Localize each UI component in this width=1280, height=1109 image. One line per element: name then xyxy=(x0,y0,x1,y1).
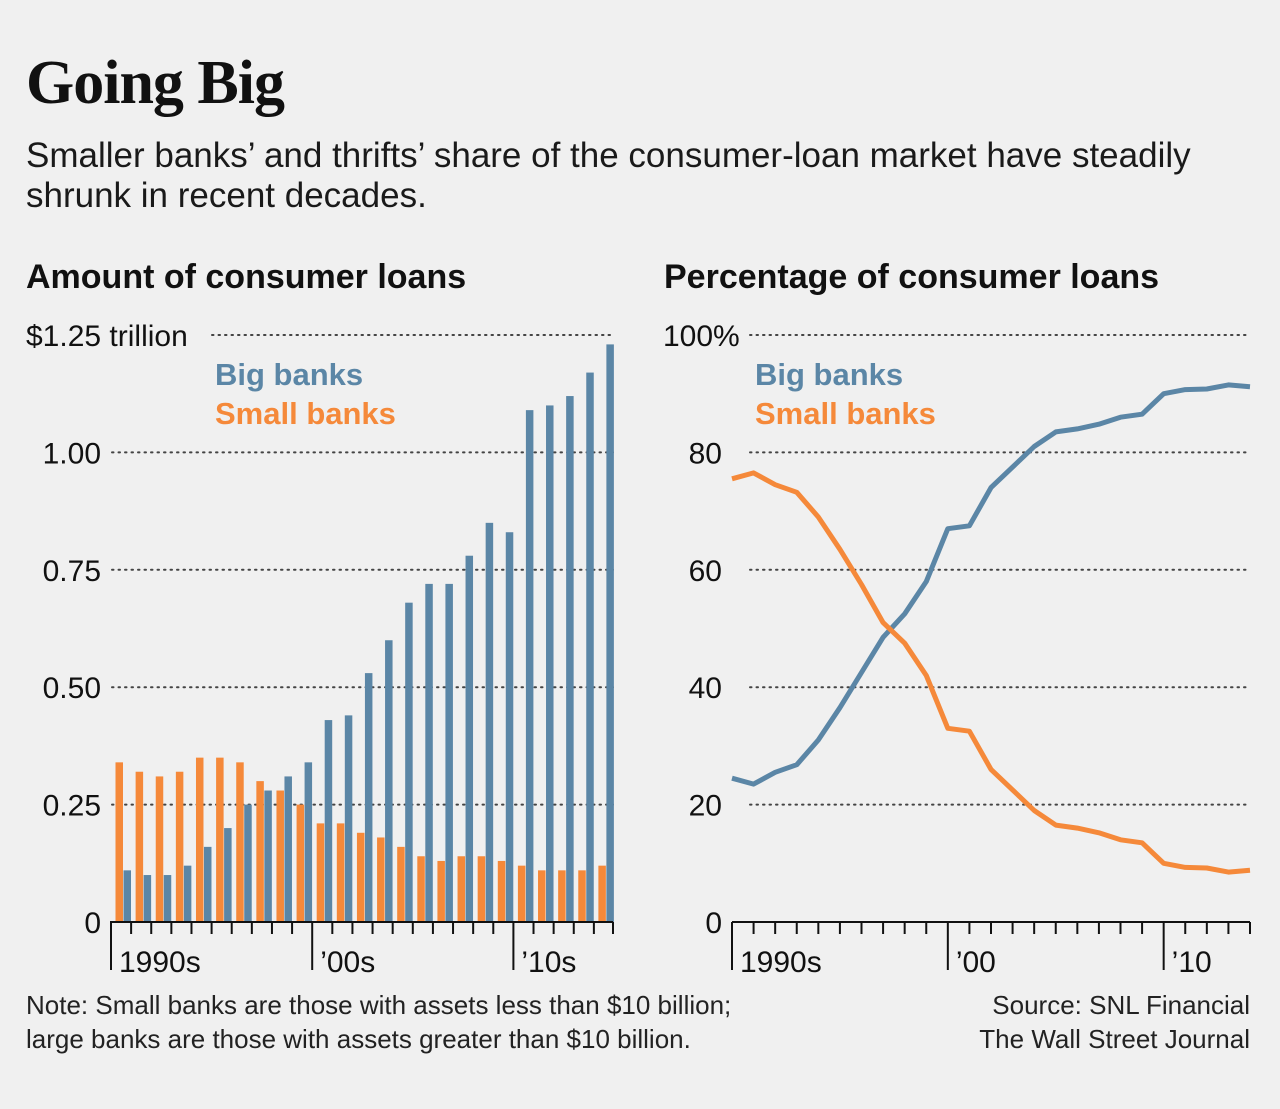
bar-small-banks xyxy=(135,771,144,922)
source-credit: Source: SNL Financial The Wall Street Jo… xyxy=(979,988,1250,1057)
bar-big-banks xyxy=(485,522,494,922)
bar-small-banks xyxy=(276,790,284,922)
bar-small-banks xyxy=(578,870,586,922)
bar-big-banks xyxy=(183,865,192,922)
bar-big-banks xyxy=(143,875,152,922)
bar-big-banks xyxy=(525,410,534,922)
left-panel-title: Amount of consumer loans xyxy=(26,258,466,296)
bar-small-banks xyxy=(175,771,184,922)
bar-big-banks xyxy=(264,790,272,922)
right-y-tick-label: 0 xyxy=(705,907,722,940)
bar-small-banks xyxy=(316,823,325,922)
bar-big-banks xyxy=(224,828,232,922)
bar-small-banks xyxy=(296,804,305,922)
right-y-tick-label: 20 xyxy=(689,790,722,823)
left-y-tick-label: 0 xyxy=(84,907,101,940)
bar-small-banks xyxy=(256,781,264,922)
left-y-tick-label: 0.50 xyxy=(43,672,101,705)
right-x-tick-label: 1990s xyxy=(740,946,822,979)
left-y-tick-label: 0.75 xyxy=(43,555,101,588)
left-y-tick-label: $1.25 trillion xyxy=(26,320,188,353)
bar-big-banks xyxy=(284,776,292,922)
left-x-tick-label: 1990s xyxy=(119,946,201,979)
bar-small-banks xyxy=(336,823,345,922)
left-y-tick-label: 0.25 xyxy=(43,790,101,823)
right-panel-title: Percentage of consumer loans xyxy=(664,258,1159,296)
bar-big-banks xyxy=(566,396,574,923)
bar-big-banks xyxy=(304,762,313,922)
line-small-banks xyxy=(731,470,1251,875)
left-legend-small-banks: Small banks xyxy=(215,396,396,431)
bar-small-banks xyxy=(195,757,204,922)
bar-big-banks xyxy=(586,372,594,922)
bar-big-banks xyxy=(405,602,413,922)
right-y-tick-label: 60 xyxy=(689,555,722,588)
right-y-tick-label: 100% xyxy=(663,320,740,353)
chart-title: Going Big xyxy=(26,49,285,117)
bar-big-banks xyxy=(344,715,353,922)
bar-big-banks xyxy=(203,846,212,922)
left-x-tick-label: ’00s xyxy=(320,946,375,979)
left-legend-big-banks: Big banks xyxy=(215,357,363,392)
bar-big-banks xyxy=(123,870,131,922)
left-x-tick-label: ’10s xyxy=(521,946,576,979)
right-y-tick-label: 40 xyxy=(689,672,722,705)
bar-small-banks xyxy=(356,832,365,922)
bar-small-banks xyxy=(236,762,244,922)
footnote-line-2: large banks are those with assets greate… xyxy=(26,1024,691,1055)
right-x-tick-label: ’10 xyxy=(1172,946,1212,979)
bar-small-banks xyxy=(377,837,385,922)
bar-big-banks xyxy=(163,875,172,922)
bar-big-banks xyxy=(445,583,453,922)
bar-big-banks xyxy=(465,555,474,922)
right-y-tick-label: 80 xyxy=(689,437,722,470)
right-legend-big-banks: Big banks xyxy=(755,357,903,392)
bar-small-banks xyxy=(115,762,123,922)
bar-big-banks xyxy=(324,720,333,922)
chart-subtitle: Smaller banks’ and thrifts’ share of the… xyxy=(26,136,1191,215)
left-y-tick-label: 1.00 xyxy=(43,437,101,470)
bar-small-banks xyxy=(497,860,506,922)
footnote-line-1: Note: Small banks are those with assets … xyxy=(26,990,732,1020)
bar-small-banks xyxy=(538,870,546,922)
bar-big-banks xyxy=(505,532,514,922)
bar-big-banks xyxy=(425,583,433,922)
bar-small-banks xyxy=(417,856,425,922)
bar-small-banks xyxy=(397,846,405,922)
line-big-banks xyxy=(731,382,1251,787)
bar-big-banks xyxy=(364,673,373,922)
bar-small-banks xyxy=(155,776,164,922)
bar-big-banks xyxy=(244,804,252,922)
bar-big-banks xyxy=(606,344,614,923)
source-line-1: Source: SNL Financial xyxy=(992,990,1250,1020)
bar-small-banks xyxy=(598,865,606,922)
bar-small-banks xyxy=(457,856,466,922)
bar-small-banks xyxy=(216,757,224,922)
right-x-tick-label: ’00 xyxy=(956,946,996,979)
bar-small-banks xyxy=(558,870,566,922)
bar-big-banks xyxy=(385,640,393,922)
bar-big-banks xyxy=(546,405,554,922)
footnote: Note: Small banks are those with assets … xyxy=(26,988,731,1057)
source-line-2: The Wall Street Journal xyxy=(979,1024,1250,1055)
right-legend-small-banks: Small banks xyxy=(755,396,936,431)
bar-small-banks xyxy=(517,865,526,922)
bar-small-banks xyxy=(477,856,486,922)
bar-small-banks xyxy=(437,860,445,922)
